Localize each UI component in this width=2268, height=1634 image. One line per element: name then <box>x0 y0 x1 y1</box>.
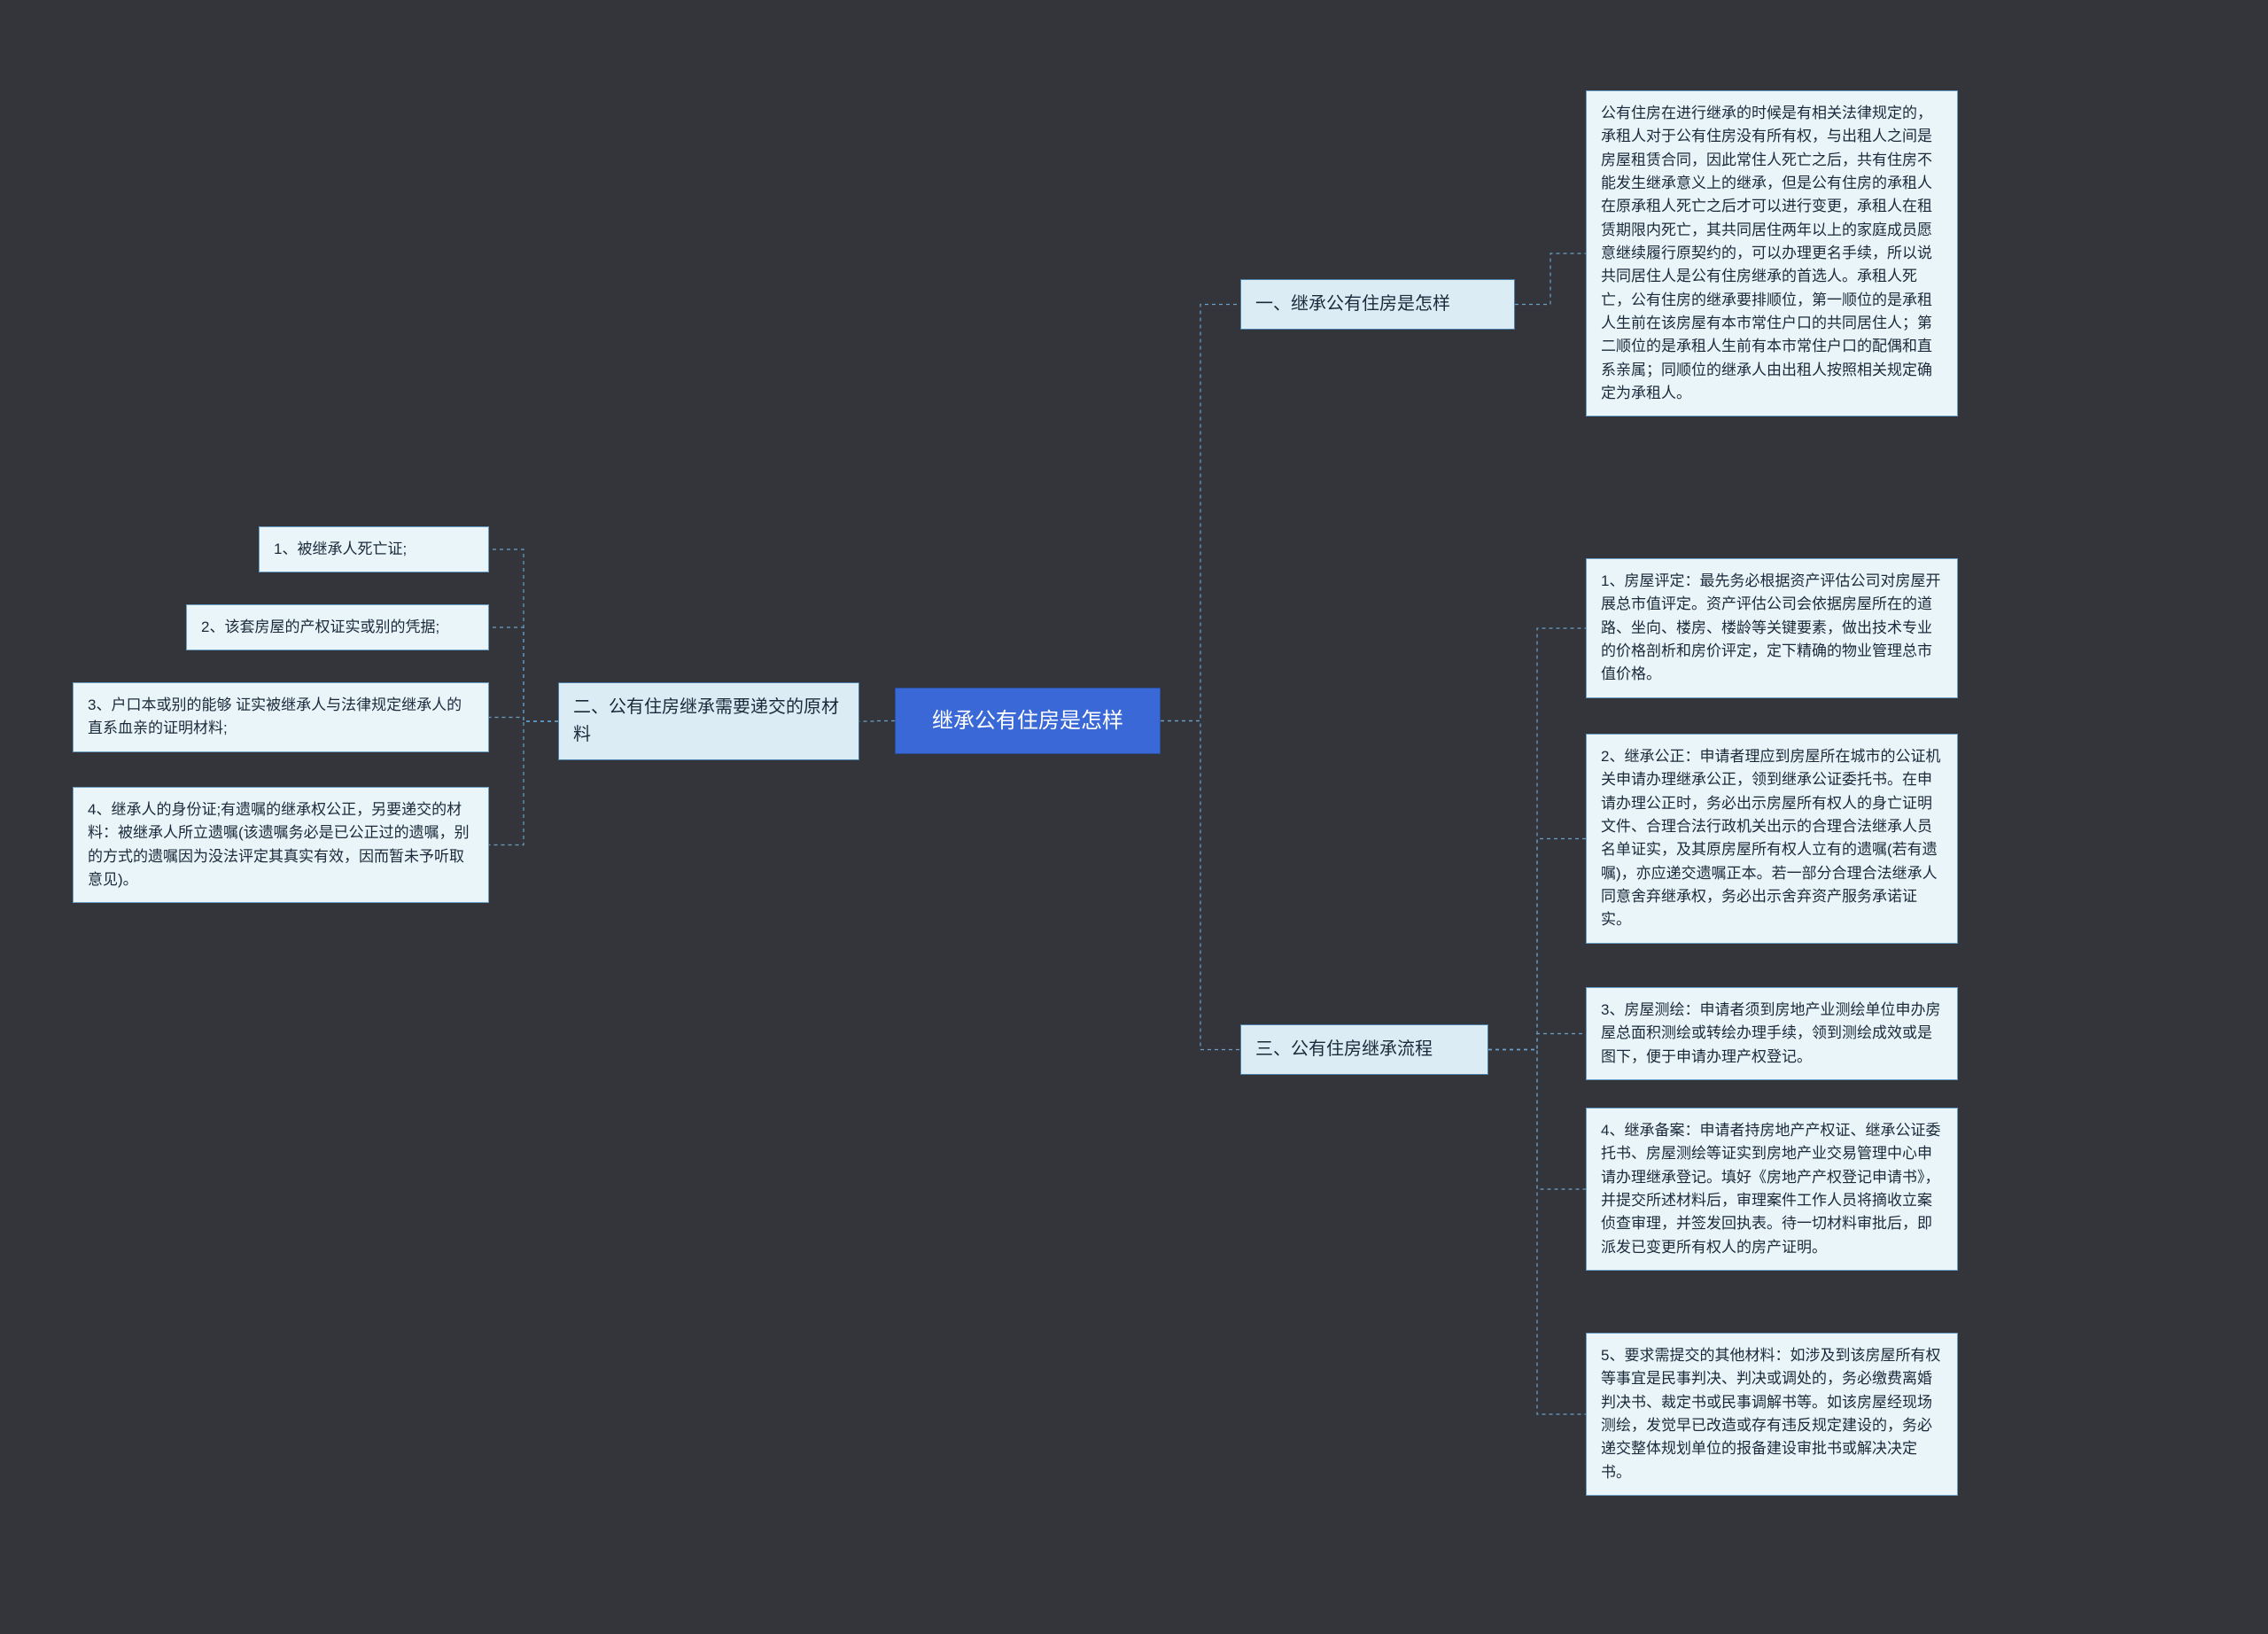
leaf-b3-3[interactable]: 3、房屋测绘：申请者须到房地产业测绘单位申办房屋总面积测绘或转绘办理手续，领到测… <box>1586 987 1958 1080</box>
leaf-b1-1[interactable]: 公有住房在进行继承的时候是有相关法律规定的，承租人对于公有住房没有所有权，与出租… <box>1586 90 1958 416</box>
leaf-b3-4-text: 4、继承备案：申请者持房地产产权证、继承公证委托书、房屋测绘等证实到房地产业交易… <box>1601 1122 1940 1256</box>
branch-2[interactable]: 二、公有住房继承需要递交的原材料 <box>558 682 859 760</box>
leaf-b2-3[interactable]: 3、户口本或别的能够 证实被继承人与法律规定继承人的直系血亲的证明材料; <box>73 682 489 752</box>
leaf-b3-4[interactable]: 4、继承备案：申请者持房地产产权证、继承公证委托书、房屋测绘等证实到房地产业交易… <box>1586 1108 1958 1271</box>
branch-1-label: 一、继承公有住房是怎样 <box>1255 294 1450 314</box>
root-label: 继承公有住房是怎样 <box>932 709 1123 733</box>
leaf-b3-5[interactable]: 5、要求需提交的其他材料：如涉及到该房屋所有权等事宜是民事判决、判决或调处的，务… <box>1586 1333 1958 1496</box>
leaf-b3-5-text: 5、要求需提交的其他材料：如涉及到该房屋所有权等事宜是民事判决、判决或调处的，务… <box>1601 1347 1940 1481</box>
root-node[interactable]: 继承公有住房是怎样 <box>895 688 1161 754</box>
branch-3-label: 三、公有住房继承流程 <box>1255 1039 1433 1059</box>
leaf-b2-1[interactable]: 1、被继承人死亡证; <box>259 526 489 572</box>
leaf-b3-1-text: 1、房屋评定：最先务必根据资产评估公司对房屋开展总市值评定。资产评估公司会依据房… <box>1601 572 1940 682</box>
branch-1[interactable]: 一、继承公有住房是怎样 <box>1240 279 1515 330</box>
leaf-b2-4[interactable]: 4、继承人的身份证;有遗嘱的继承权公正，另要递交的材料：被继承人所立遗嘱(该遗嘱… <box>73 787 489 903</box>
branch-2-label: 二、公有住房继承需要递交的原材料 <box>573 697 839 744</box>
branch-3[interactable]: 三、公有住房继承流程 <box>1240 1024 1488 1075</box>
leaf-b2-2[interactable]: 2、该套房屋的产权证实或别的凭据; <box>186 604 489 650</box>
leaf-b2-2-text: 2、该套房屋的产权证实或别的凭据; <box>201 619 439 635</box>
leaf-b3-2-text: 2、继承公正：申请者理应到房屋所在城市的公证机关申请办理继承公正，领到继承公证委… <box>1601 748 1940 928</box>
leaf-b1-1-text: 公有住房在进行继承的时候是有相关法律规定的，承租人对于公有住房没有所有权，与出租… <box>1601 105 1932 401</box>
leaf-b3-2[interactable]: 2、继承公正：申请者理应到房屋所在城市的公证机关申请办理继承公正，领到继承公证委… <box>1586 734 1958 944</box>
leaf-b3-3-text: 3、房屋测绘：申请者须到房地产业测绘单位申办房屋总面积测绘或转绘办理手续，领到测… <box>1601 1001 1940 1065</box>
leaf-b2-1-text: 1、被继承人死亡证; <box>274 541 407 557</box>
leaf-b3-1[interactable]: 1、房屋评定：最先务必根据资产评估公司对房屋开展总市值评定。资产评估公司会依据房… <box>1586 558 1958 698</box>
leaf-b2-3-text: 3、户口本或别的能够 证实被继承人与法律规定继承人的直系血亲的证明材料; <box>88 696 462 736</box>
leaf-b2-4-text: 4、继承人的身份证;有遗嘱的继承权公正，另要递交的材料：被继承人所立遗嘱(该遗嘱… <box>88 801 470 888</box>
